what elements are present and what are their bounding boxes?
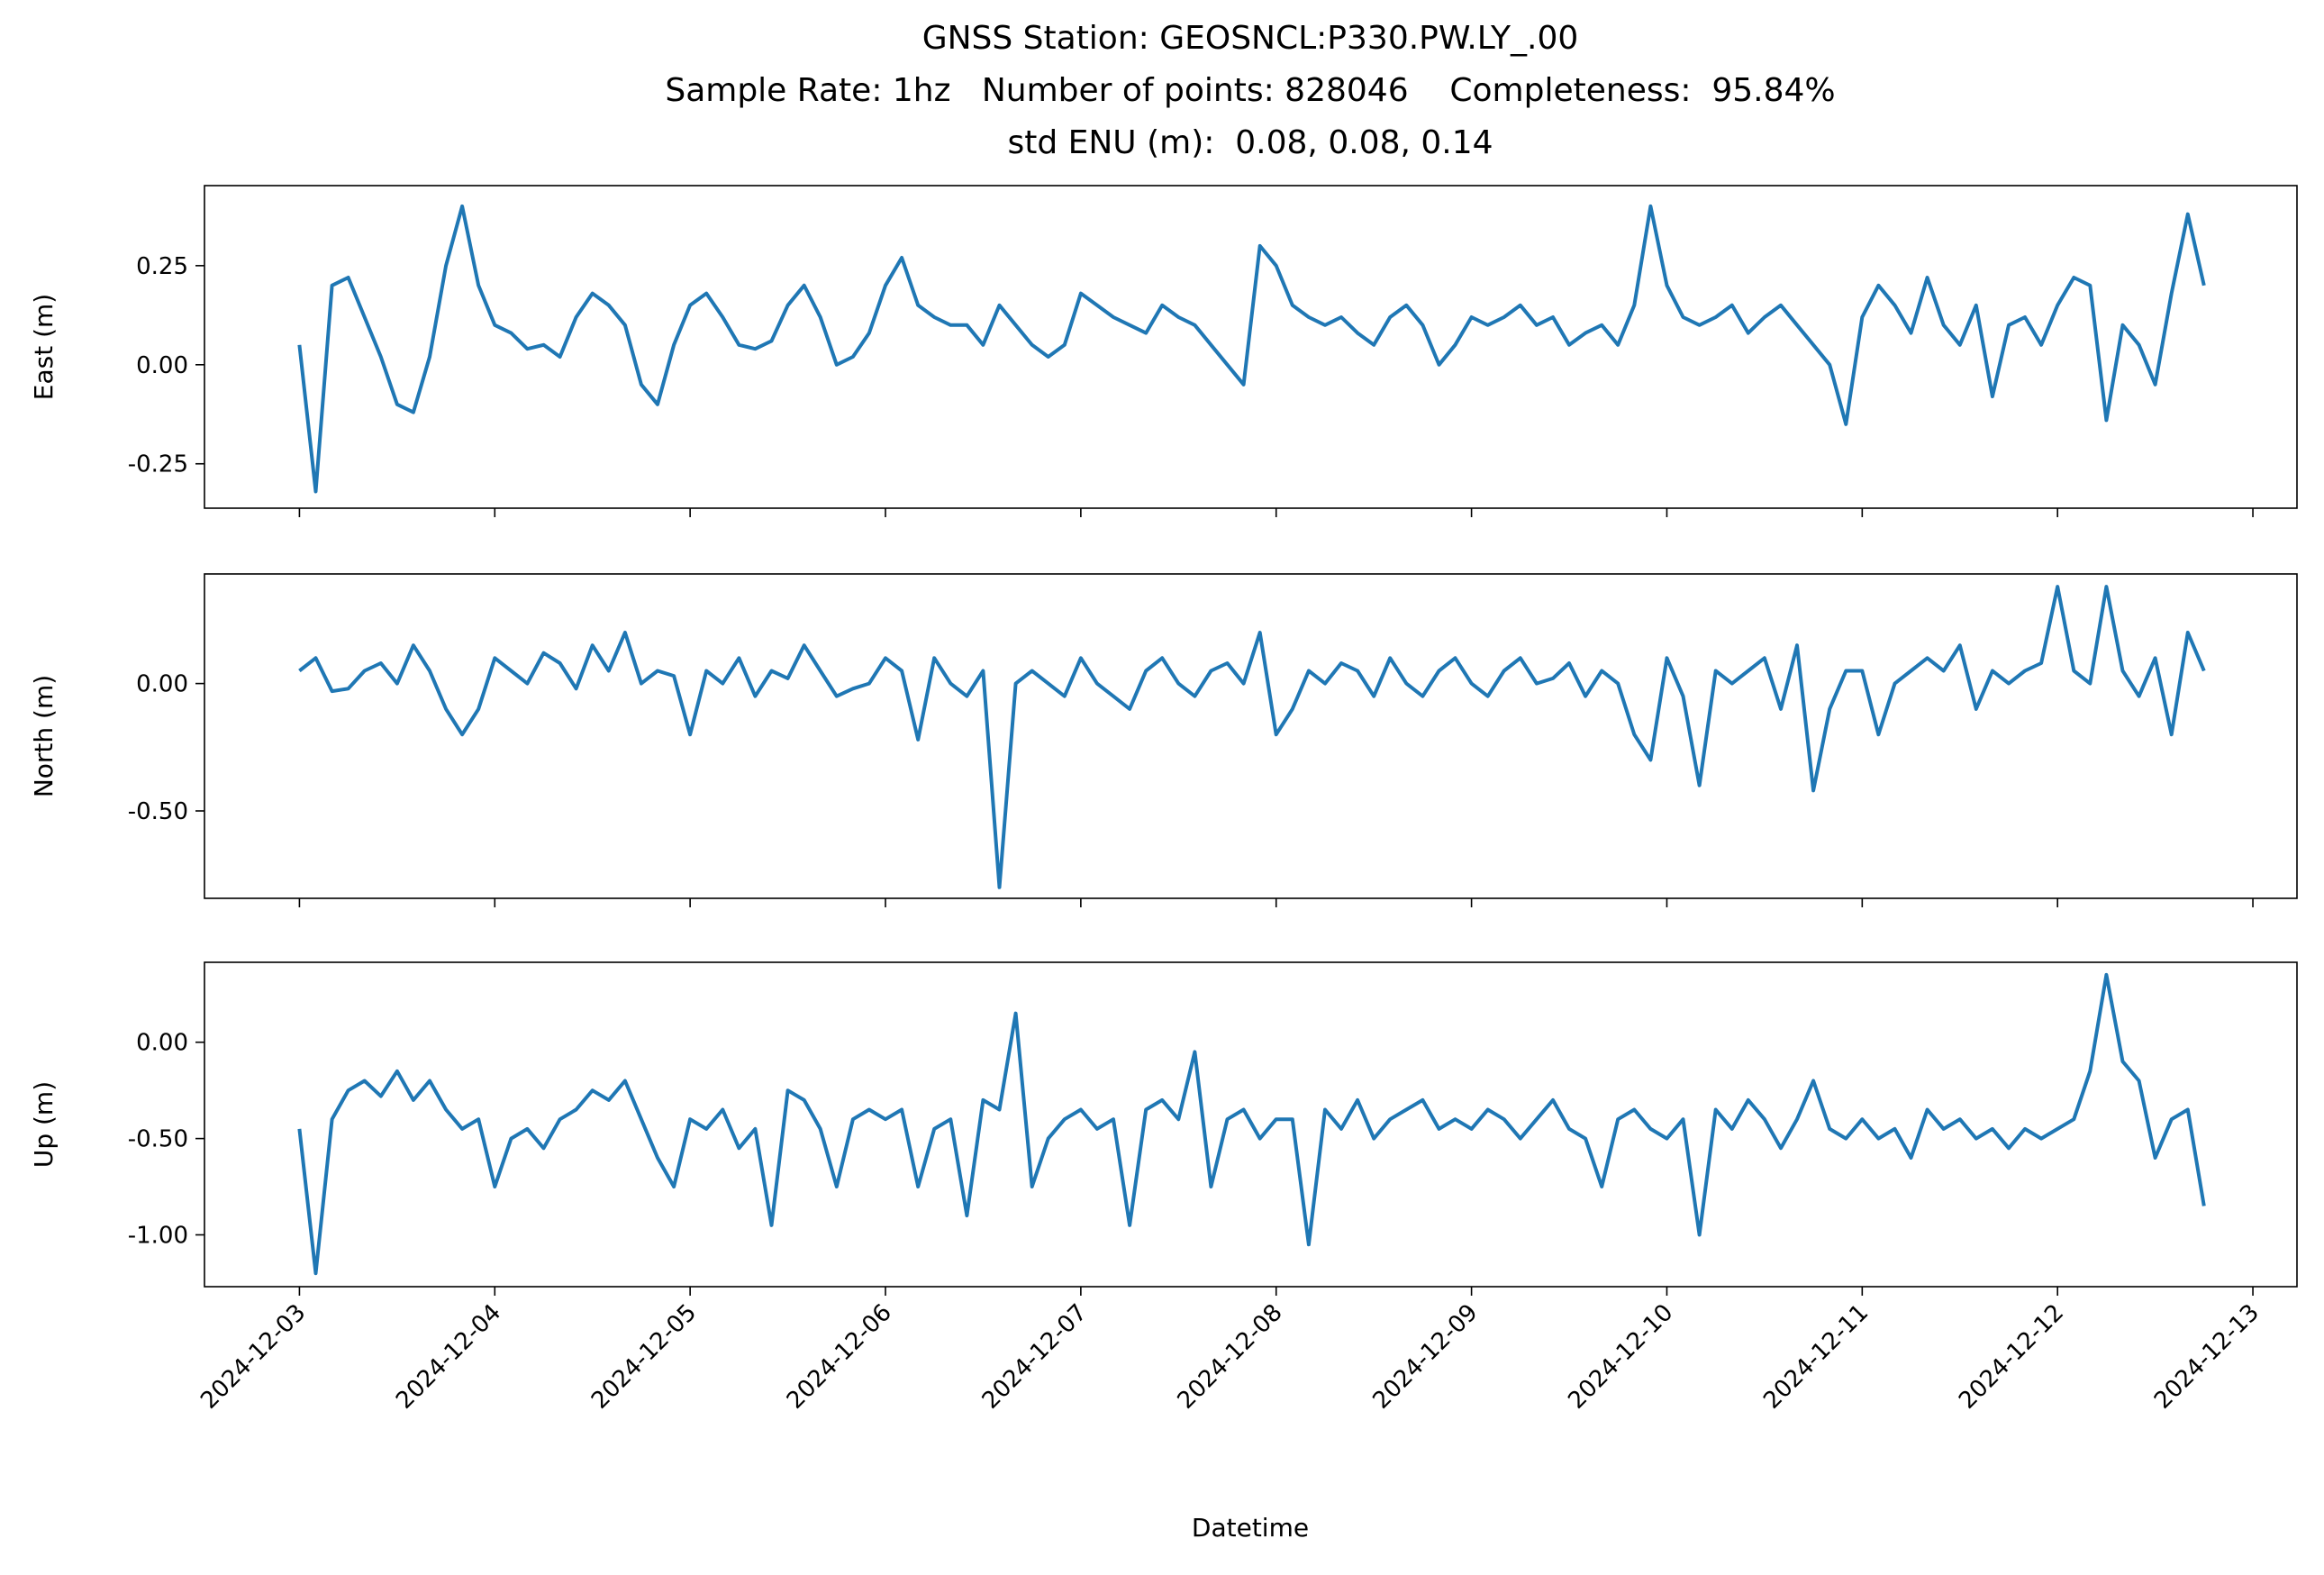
axes-frame: [204, 573, 2298, 899]
y-axis-label: Up (m): [29, 1081, 59, 1168]
y-tick-label: 0.25: [136, 253, 188, 280]
y-tick-label: -0.50: [128, 798, 188, 825]
y-tick-label: 0.00: [136, 671, 188, 698]
x-axis-label: Datetime: [1192, 1513, 1309, 1543]
x-tick-label: 2024-12-06: [782, 1299, 897, 1415]
data-line: [297, 972, 2206, 1276]
x-tick-label: 2024-12-04: [391, 1299, 506, 1415]
x-tick-label: 2024-12-12: [1954, 1299, 2069, 1415]
x-tick-label: 2024-12-03: [195, 1299, 311, 1415]
x-tick-label: 2024-12-13: [2149, 1299, 2265, 1415]
y-tick-label: -1.00: [128, 1222, 188, 1249]
chart-title: GNSS Station: GEOSNCL:P330.PW.LY_.00: [922, 20, 1579, 57]
chart-subtitle: std ENU (m): 0.08, 0.08, 0.14: [1007, 124, 1493, 161]
y-axis-label: East (m): [29, 294, 59, 400]
chart-subtitle: Sample Rate: 1hz Number of points: 82804…: [665, 72, 1835, 109]
y-tick-label: -0.50: [128, 1126, 188, 1153]
y-tick-label: 0.00: [136, 1030, 188, 1057]
x-tick-label: 2024-12-09: [1367, 1299, 1483, 1415]
x-tick-label: 2024-12-08: [1173, 1299, 1288, 1415]
x-tick-label: 2024-12-05: [586, 1299, 702, 1415]
x-tick-label: 2024-12-07: [977, 1299, 1093, 1415]
x-tick-label: 2024-12-11: [1758, 1299, 1874, 1415]
y-axis-label: North (m): [29, 675, 59, 797]
x-tick-label: 2024-12-10: [1563, 1299, 1678, 1415]
y-tick-label: 0.00: [136, 352, 188, 379]
y-tick-label: -0.25: [128, 451, 188, 478]
data-line: [298, 585, 2206, 889]
axes-frame: [204, 961, 2298, 1288]
data-line: [297, 204, 2206, 494]
axes-frame: [204, 185, 2298, 509]
